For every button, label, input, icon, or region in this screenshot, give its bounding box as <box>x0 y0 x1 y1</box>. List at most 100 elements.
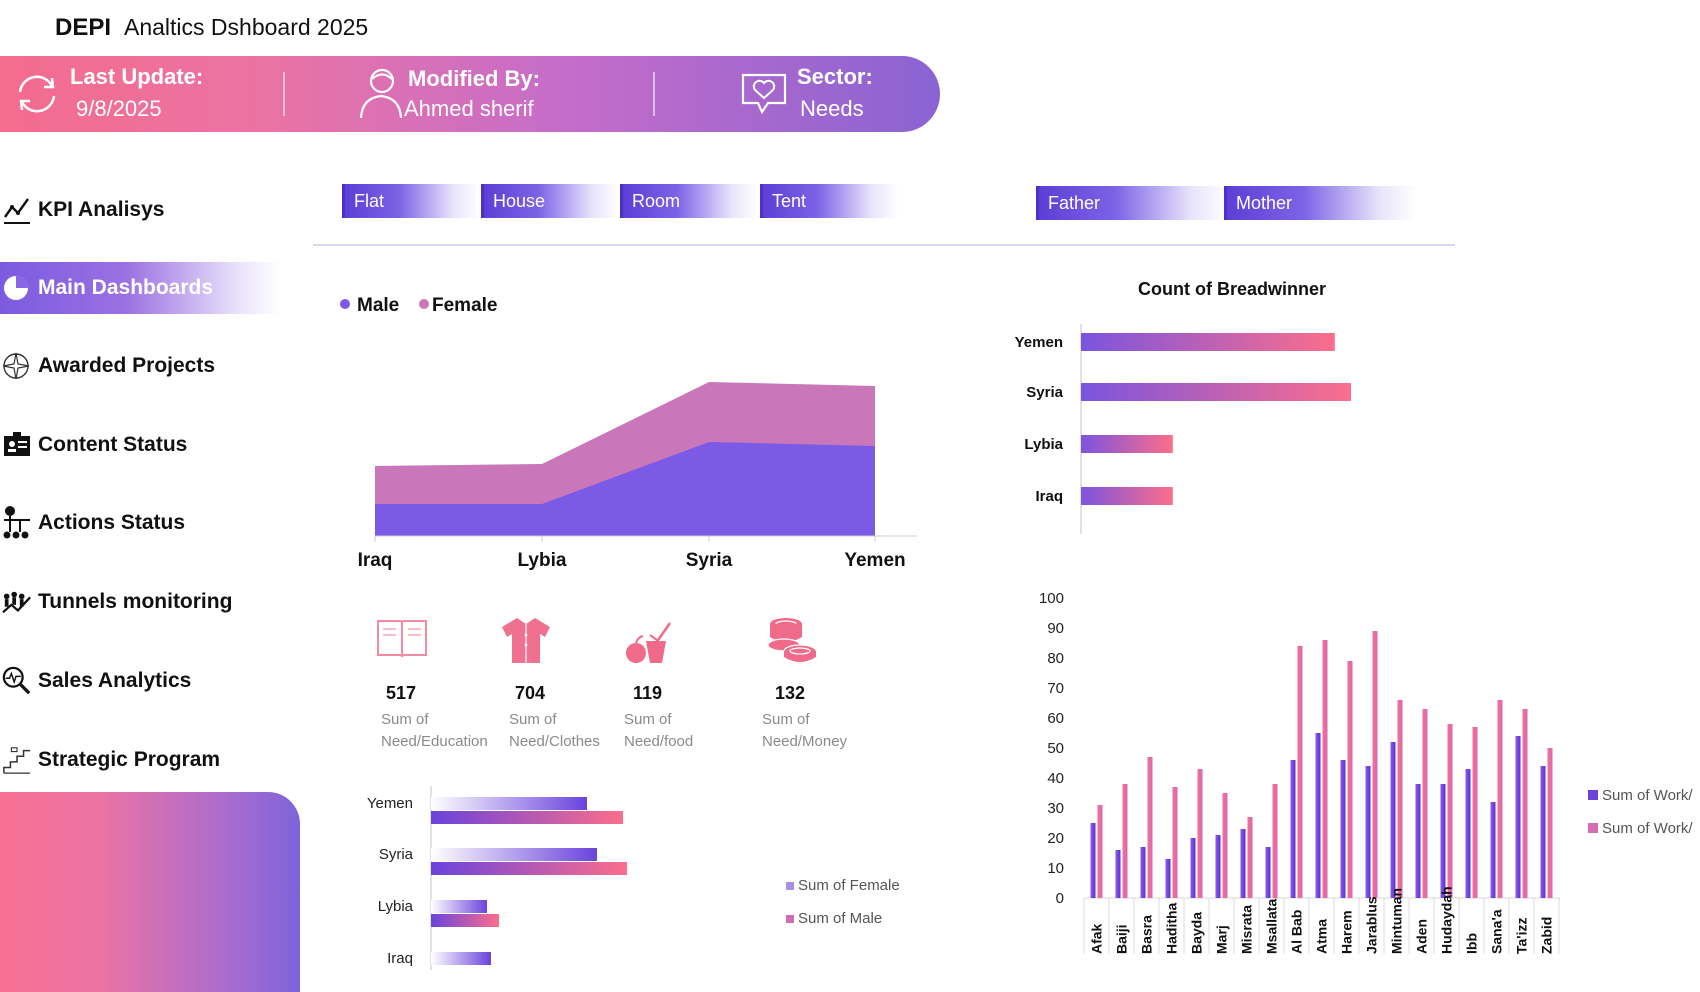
work-bar-series2 <box>1247 817 1253 898</box>
work-bar-series2 <box>1147 757 1153 898</box>
female-bar <box>431 848 597 861</box>
sidebar-decoration <box>0 792 300 992</box>
work-bar-series1 <box>1390 742 1396 898</box>
female-bar <box>431 900 487 913</box>
compass-icon <box>2 351 32 381</box>
gender-bar-category-label: Syria <box>379 846 414 863</box>
gender-bar-chart: Yemen Syria Lybia Iraq Sum of Female Sum of… <box>367 786 900 970</box>
sidebar-item-actions-status[interactable]: Actions Status <box>0 497 280 549</box>
city-column-chart: 0 10 20 30 40 50 60 70 80 90 100 Afak Baiji Basra Had… <box>1039 590 1693 954</box>
breadwinner-bar-chart: Count of Breadwinner Yemen Syria Lybia Iraq <box>1015 279 1351 534</box>
slicer-label: Mother <box>1236 192 1293 213</box>
city-x-label: Marj <box>1214 925 1230 954</box>
last-update-label: Last Update: <box>70 64 204 89</box>
city-x-label: Zabid <box>1539 917 1555 954</box>
breadwinner-category-label: Syria <box>1026 384 1063 401</box>
book-icon <box>374 615 430 666</box>
city-y-tick-label: 50 <box>1047 740 1064 757</box>
work-bar-series1 <box>1265 847 1271 898</box>
kpi-label-line1: Sum of <box>624 711 672 728</box>
sidebar-item-kpi-analisys[interactable]: KPI Analisys <box>0 184 280 236</box>
sidebar-item-content-status[interactable]: Content Status <box>0 419 280 471</box>
area-x-label: Iraq <box>358 550 393 571</box>
sector-label: Sector: <box>797 64 873 89</box>
breadwinner-category-label: Lybia <box>1024 436 1063 453</box>
sidebar-item-strategic-program[interactable]: Strategic Program <box>0 734 280 786</box>
work-bar-series1 <box>1465 769 1471 898</box>
slicer-tent[interactable]: Tent <box>760 184 898 218</box>
work-bar-series1 <box>1140 847 1146 898</box>
sidebar-item-label: Actions Status <box>38 511 186 534</box>
legend-female-marker <box>419 299 429 309</box>
sidebar-item-label: KPI Analisys <box>38 198 165 221</box>
kpi-label-line2: Need/food <box>624 733 694 750</box>
city-y-tick-label: 60 <box>1047 710 1064 727</box>
city-x-label: Aden <box>1414 919 1430 954</box>
kpi-value: 132 <box>775 683 806 703</box>
line-chart-icon <box>2 195 32 225</box>
breadwinner-bar <box>1081 333 1335 351</box>
kpi-value: 704 <box>515 683 546 703</box>
slicer-label: House <box>493 190 546 211</box>
city-x-label: Msallata <box>1264 899 1280 954</box>
work-bar-series2 <box>1547 748 1553 898</box>
kpi-label-line1: Sum of <box>381 711 429 728</box>
legend-female-label: Female <box>432 295 497 316</box>
slicer-flat[interactable]: Flat <box>342 184 480 218</box>
kpi-label-line1: Sum of <box>762 711 810 728</box>
city-x-label: Haditha <box>1164 902 1180 954</box>
coins-icon <box>764 615 820 670</box>
brand-label: DEPI <box>55 14 112 41</box>
work-bar-series2 <box>1422 709 1428 898</box>
slicer-room[interactable]: Room <box>620 184 758 218</box>
refresh-icon <box>10 70 64 123</box>
city-x-label: Bayda <box>1189 912 1205 954</box>
slicer-house[interactable]: House <box>481 184 619 218</box>
work-bar-series1 <box>1190 838 1196 898</box>
group-trend-icon <box>2 587 32 617</box>
sidebar-item-main-dashboards[interactable]: Main Dashboards <box>0 262 280 314</box>
city-y-tick-label: 70 <box>1047 680 1064 697</box>
banner-divider <box>283 72 285 116</box>
sidebar-item-label: Tunnels monitoring <box>38 590 233 613</box>
male-bar <box>431 914 499 927</box>
city-x-label: Harem <box>1339 910 1355 954</box>
last-update-value: 9/8/2025 <box>76 96 162 121</box>
gender-bar-category-label: Lybia <box>378 898 414 915</box>
legend-male-swatch <box>786 915 794 923</box>
work-bar-series1 <box>1165 859 1171 898</box>
city-y-tick-label: 0 <box>1056 890 1064 907</box>
kpi-label-line1: Sum of <box>509 711 557 728</box>
legend-work2-swatch <box>1588 823 1598 833</box>
slicer-father[interactable]: Father <box>1036 186 1229 220</box>
kpi-value: 517 <box>386 683 417 703</box>
work-bar-series2 <box>1297 646 1303 898</box>
food-icon <box>624 621 674 670</box>
work-bar-series2 <box>1122 784 1128 898</box>
breadwinner-bar <box>1081 487 1173 505</box>
male-area-series <box>375 442 875 536</box>
sidebar-item-awarded-projects[interactable]: Awarded Projects <box>0 340 280 392</box>
city-x-label: Basra <box>1139 915 1155 954</box>
kpi-label-line2: Need/Clothes <box>509 733 600 750</box>
sidebar-item-sales-analytics[interactable]: Sales Analytics <box>0 655 280 707</box>
city-y-tick-label: 80 <box>1047 650 1064 667</box>
gender-area-chart: Male Female Iraq Lybia Syria Yemen <box>340 295 917 571</box>
breadwinner-category-label: Iraq <box>1035 488 1063 505</box>
gender-bar-category-label: Iraq <box>387 950 413 967</box>
work-bar-series1 <box>1090 823 1096 898</box>
shirt-icon <box>500 615 552 670</box>
pie-chart-icon <box>2 273 32 303</box>
slicer-mother[interactable]: Mother <box>1224 186 1417 220</box>
male-bar <box>431 862 627 875</box>
kpi-label-line2: Need/Education <box>381 733 488 750</box>
work-bar-series2 <box>1222 793 1228 898</box>
sidebar-item-tunnels-monitoring[interactable]: Tunnels monitoring <box>0 576 280 628</box>
city-x-label: Sana'a <box>1489 909 1505 954</box>
work-bar-series2 <box>1447 724 1453 898</box>
legend-male-label: Sum of Male <box>798 910 882 927</box>
city-y-tick-label: 20 <box>1047 830 1064 847</box>
work-bar-series1 <box>1115 850 1121 898</box>
sidebar-item-label: Awarded Projects <box>38 354 216 377</box>
sidebar-item-label: Sales Analytics <box>38 669 192 692</box>
